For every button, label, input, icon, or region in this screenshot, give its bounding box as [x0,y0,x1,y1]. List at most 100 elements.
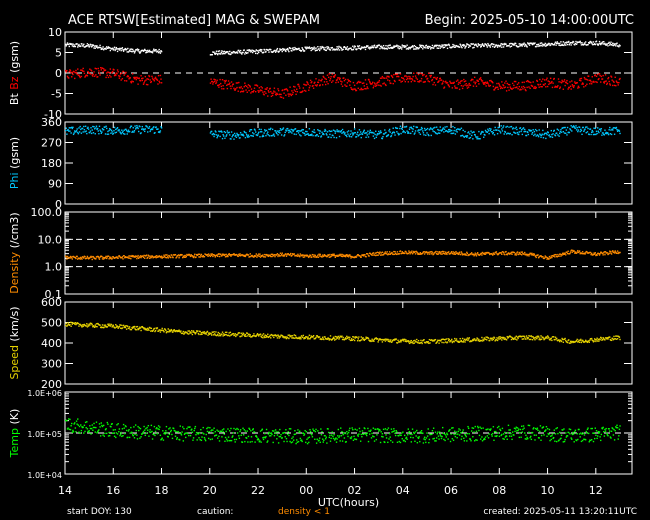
data-point [99,435,102,437]
data-point [527,42,529,44]
data-point [92,429,94,431]
data-point [131,431,133,434]
data-point [73,44,75,46]
data-point [211,80,213,83]
y-axis-label: Density (/cm3) [8,212,21,293]
data-point [305,84,308,86]
data-point [253,333,255,335]
data-point [526,336,528,339]
data-point [616,338,619,340]
data-point [452,43,454,46]
data-point [451,82,453,84]
data-point [574,44,576,46]
data-point [364,48,367,51]
data-point [134,77,137,79]
data-point [590,42,592,44]
data-point [530,252,532,255]
data-point [154,255,157,258]
data-point [418,131,420,134]
data-point [214,53,216,55]
data-point [145,328,148,331]
data-point [400,341,402,343]
data-point [408,341,410,343]
data-point [486,81,489,83]
data-point [140,75,142,77]
data-point [571,251,574,253]
data-point [602,132,604,134]
data-point [95,68,98,70]
data-point [323,255,325,257]
data-point [108,258,110,260]
data-point [455,250,457,253]
data-point [510,125,513,128]
data-point [612,250,614,252]
data-point [374,133,376,136]
data-point [448,44,451,46]
data-point [224,51,227,54]
data-point [402,46,404,48]
data-point [413,340,415,342]
data-point [288,131,290,134]
data-point [604,129,606,131]
data-point [568,339,570,341]
data-point [90,255,92,258]
data-point [483,82,486,84]
data-point [364,79,367,81]
data-point [261,428,264,430]
y-tick-label: 400 [41,337,62,350]
data-point [432,253,435,255]
data-point [476,45,479,48]
data-point [435,78,438,80]
data-point [434,126,436,129]
data-point [600,251,603,254]
y-tick-label: 10 [48,26,62,39]
data-point [316,134,318,136]
data-point [311,48,314,51]
data-point [285,94,287,96]
y-axis-label-part: (km/s) [8,306,21,345]
data-point [143,49,145,52]
data-point [576,82,578,84]
data-point [615,43,618,45]
data-point [438,44,441,47]
data-point [565,82,568,84]
data-point [248,256,251,258]
data-point [405,78,408,81]
data-point [259,49,261,52]
data-point [294,48,297,50]
data-point [373,254,376,256]
data-point [68,323,70,325]
data-point [159,331,162,333]
data-point [608,80,610,83]
data-point [231,85,233,87]
data-point [492,81,494,84]
data-point [524,251,526,254]
data-point [226,87,229,90]
data-point [403,75,406,77]
data-point [559,44,562,47]
data-point [284,88,286,90]
data-point [609,132,612,135]
data-point [432,83,434,86]
data-point [381,137,384,140]
data-point [372,87,375,89]
data-point [307,336,309,338]
data-point [221,88,223,90]
data-point [285,337,288,340]
data-point [77,68,79,70]
data-point [361,88,363,91]
data-point [321,84,324,86]
data-point [594,74,597,76]
data-point [379,84,381,87]
data-point [323,76,325,78]
data-point [546,257,549,259]
data-point [338,338,340,340]
data-point [303,338,305,340]
data-point [213,51,215,53]
data-point [186,332,188,334]
data-point [178,329,180,331]
data-point [203,433,205,435]
data-point [547,336,549,338]
data-point [594,127,597,130]
